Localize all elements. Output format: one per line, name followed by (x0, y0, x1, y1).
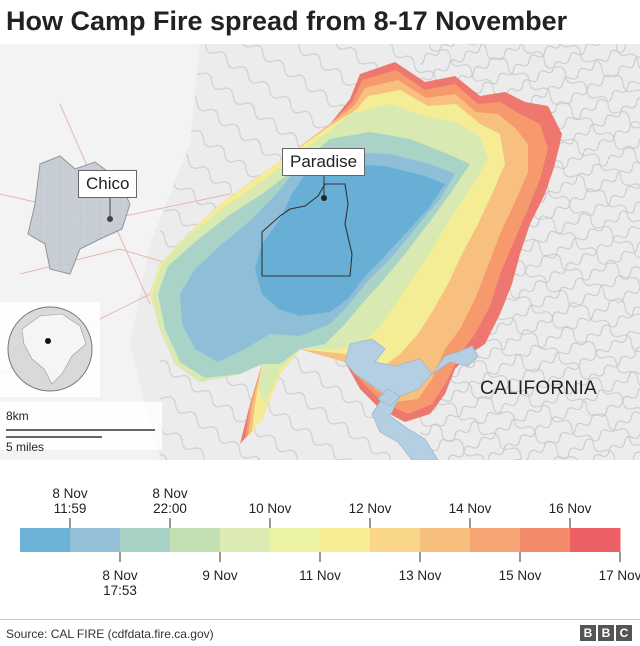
legend-bottom-label: 17 Nov (598, 568, 640, 583)
footer-divider (0, 619, 640, 620)
fire-8nov-early (255, 164, 445, 316)
map-canvas (0, 44, 640, 461)
legend-swatch (70, 528, 121, 552)
legend-bar (20, 518, 621, 562)
legend-swatch (120, 528, 171, 552)
legend-swatch (270, 528, 321, 552)
legend-top-label: 8 Nov 22:00 (152, 486, 188, 516)
legend-top-label: 8 Nov 11:59 (52, 486, 88, 516)
legend-swatch (420, 528, 471, 552)
legend-swatch (370, 528, 421, 552)
legend-bottom-label: 11 Nov (299, 568, 341, 583)
lake-oroville (344, 338, 479, 461)
paradise-label: Paradise (282, 148, 366, 176)
legend-swatch (520, 528, 571, 552)
scale-miles-label: 5 miles (6, 440, 45, 454)
paradise-boundary (261, 183, 353, 277)
legend-bottom-label: 9 Nov (202, 568, 238, 583)
legend-bottom-label: 15 Nov (498, 568, 542, 583)
locator-globe (0, 302, 100, 397)
legend-top-label: 14 Nov (448, 501, 492, 516)
legend-swatch (20, 528, 71, 552)
legend-bottom-label: 8 Nov 17:53 (102, 568, 138, 598)
legend-top-label: 16 Nov (548, 501, 592, 516)
legend-swatch (220, 528, 271, 552)
legend-swatch (570, 528, 621, 552)
bbc-logo: B B C (580, 625, 632, 641)
timeline-legend: 8 Nov 11:59 8 Nov 22:00 10 Nov 12 Nov 14 Nov 16… (0, 470, 640, 620)
page-title: How Camp Fire spread from 8-17 November (6, 6, 568, 36)
legend-swatch (470, 528, 521, 552)
globe-location-dot (45, 338, 51, 344)
california-label: CALIFORNIA (480, 378, 598, 399)
source-note: Source: CAL FIRE (cdfdata.fire.ca.gov) (6, 627, 214, 641)
fire-perimeters (150, 62, 562, 444)
fire-spread-map: Chico Paradise CALIFORNIA 8km 5 miles (0, 44, 640, 461)
legend-swatch (170, 528, 221, 552)
legend-top-label: 10 Nov (248, 501, 292, 516)
chico-label: Chico (78, 170, 138, 198)
legend-top-label: 12 Nov (348, 501, 392, 516)
bbc-logo-letter: B (580, 625, 596, 641)
scale-km-label: 8km (6, 409, 29, 423)
scale-bar (0, 402, 162, 450)
legend-bottom-label: 13 Nov (398, 568, 442, 583)
bbc-logo-letter: B (598, 625, 614, 641)
legend-swatch (320, 528, 371, 552)
bbc-logo-letter: C (616, 625, 632, 641)
